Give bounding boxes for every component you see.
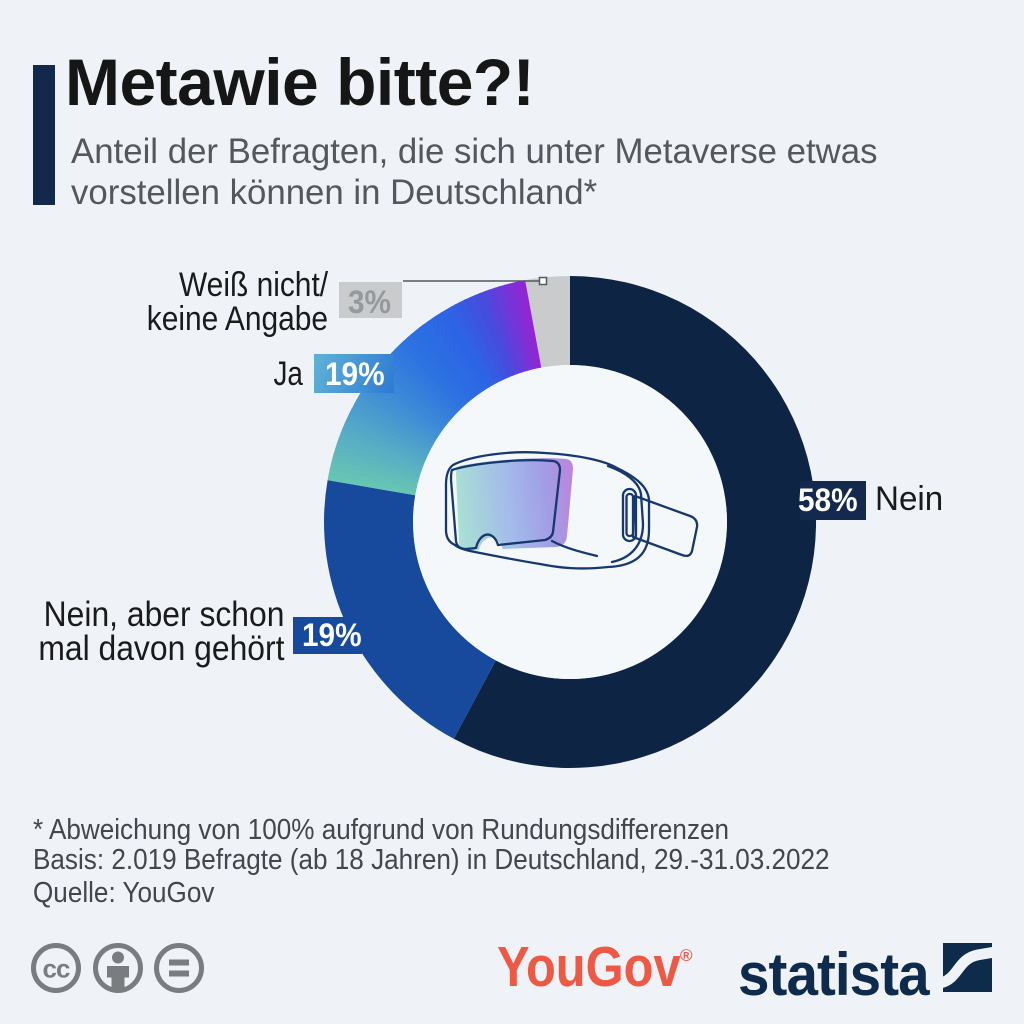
- svg-text:cc: cc: [43, 954, 70, 984]
